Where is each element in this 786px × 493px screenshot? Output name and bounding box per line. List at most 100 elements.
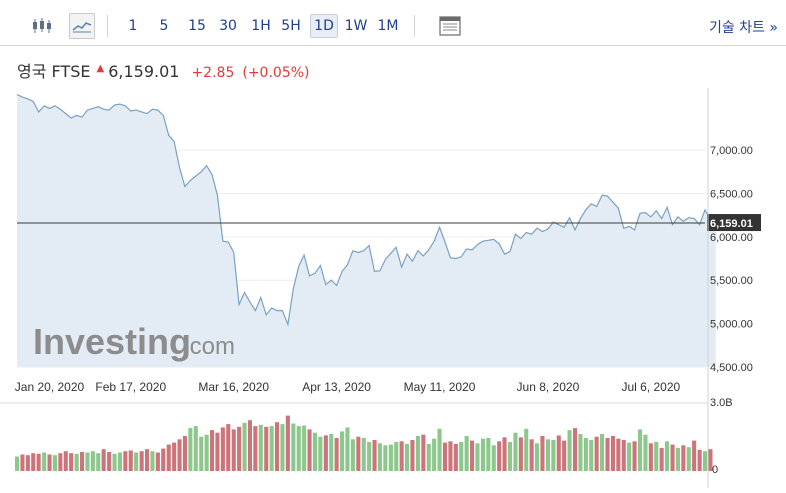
volume-bar	[215, 432, 220, 471]
volume-bar	[692, 440, 697, 471]
volume-bar	[296, 426, 301, 471]
y-axis: 7,000.00 6,500.00 6,000.00 5,500.00 5,000.00…	[710, 145, 753, 374]
investing-watermark: Investing .com	[33, 321, 235, 362]
volume-bar	[345, 427, 350, 471]
volume-bar	[605, 438, 610, 471]
y-tick-label: 5,500.00	[710, 275, 753, 287]
y-tick-label: 7,000.00	[710, 145, 753, 157]
volume-bar	[491, 445, 496, 471]
volume-max-label: 3.0B	[710, 397, 733, 409]
volume-bar	[269, 426, 274, 471]
volume-bar	[432, 438, 437, 471]
volume-bar	[247, 420, 252, 471]
timeframe-5m[interactable]: 5	[159, 18, 169, 34]
volume-bar	[280, 424, 285, 471]
volume-bar	[659, 447, 664, 471]
volume-bar	[648, 443, 653, 471]
volume-bar	[36, 453, 41, 471]
volume-bar	[96, 453, 101, 471]
volume-bar	[312, 432, 317, 471]
technical-chart-link[interactable]: 기술 차트 »	[709, 20, 778, 36]
volume-bar	[291, 423, 296, 471]
volume-bar	[161, 448, 166, 471]
volume-bar	[480, 438, 485, 471]
volume-bar	[145, 449, 150, 471]
y-tick-label: 4,500.00	[710, 362, 753, 374]
volume-bar	[437, 428, 442, 471]
volume-bar	[172, 442, 177, 471]
x-axis: Jan 20, 2020 Feb 17, 2020 Mar 16, 2020 Apr …	[15, 380, 681, 394]
timeframe-30m[interactable]: 30	[219, 18, 237, 34]
volume-bar	[638, 429, 643, 471]
volume-bar	[632, 441, 637, 471]
volume-bar	[80, 451, 85, 471]
volume-bar	[475, 443, 480, 471]
volume-bar	[117, 452, 122, 471]
volume-bar	[442, 442, 447, 471]
volume-bar	[377, 443, 382, 471]
volume-bar	[556, 435, 561, 471]
volume-bar	[502, 437, 507, 471]
data-table-icon[interactable]	[437, 13, 463, 39]
volume-bar	[258, 424, 263, 471]
candlestick-chart-icon[interactable]	[29, 13, 55, 39]
volume-bar	[123, 451, 128, 471]
volume-bar	[323, 435, 328, 471]
timeframe-15m[interactable]: 15	[188, 18, 206, 34]
volume-bar	[58, 453, 63, 471]
x-tick-label: Apr 13, 2020	[302, 380, 371, 394]
volume-bar	[367, 442, 372, 471]
current-price-tag-label: 6,159.01	[710, 218, 753, 230]
price-change-percent: (+0.05%)	[242, 65, 310, 81]
volume-bar	[52, 455, 57, 471]
volume-axis: 3.0B 0	[710, 397, 733, 476]
timeframe-1d[interactable]: 1D	[310, 14, 338, 38]
timeframe-1m[interactable]: 1	[128, 18, 138, 34]
volume-bar	[518, 437, 523, 471]
volume-bar	[616, 438, 621, 471]
volume-bars	[15, 415, 713, 471]
volume-bar	[25, 455, 30, 471]
volume-bar	[383, 445, 388, 471]
volume-bar	[150, 451, 155, 471]
area-chart-icon[interactable]	[69, 13, 95, 39]
x-tick-label: Mar 16, 2020	[198, 380, 269, 394]
timeframe-1mo[interactable]: 1M	[377, 18, 399, 34]
volume-bar	[134, 452, 139, 471]
volume-bar	[464, 436, 469, 471]
volume-bar	[356, 436, 361, 471]
volume-bar	[703, 451, 708, 471]
timeframe-5h[interactable]: 5H	[281, 18, 301, 34]
volume-bar	[139, 451, 144, 471]
toolbar-divider	[414, 15, 415, 37]
volume-bar	[600, 434, 605, 471]
volume-bar	[15, 456, 20, 471]
volume-bar	[708, 449, 713, 471]
y-tick-label: 6,500.00	[710, 188, 753, 200]
volume-bar	[405, 443, 410, 471]
volume-bar	[90, 451, 95, 471]
volume-bar	[686, 447, 691, 471]
volume-bar	[220, 427, 225, 471]
volume-bar	[589, 440, 594, 471]
volume-bar	[253, 426, 258, 471]
x-tick-label: Jun 8, 2020	[517, 380, 580, 394]
timeframe-1w[interactable]: 1W	[344, 18, 368, 34]
volume-bar	[610, 436, 615, 471]
volume-bar	[524, 428, 529, 471]
volume-bar	[410, 440, 415, 471]
volume-bar	[388, 444, 393, 471]
volume-bar	[426, 443, 431, 471]
volume-bar	[107, 451, 112, 471]
volume-bar	[237, 426, 242, 471]
volume-bar	[415, 436, 420, 471]
volume-bar	[394, 442, 399, 471]
volume-bar	[627, 442, 632, 471]
volume-bar	[112, 453, 117, 471]
timeframe-1h[interactable]: 1H	[251, 18, 271, 34]
volume-bar	[193, 426, 198, 471]
price-change: +2.85	[191, 65, 235, 81]
x-tick-label: Jul 6, 2020	[621, 380, 680, 394]
volume-bar	[675, 447, 680, 471]
